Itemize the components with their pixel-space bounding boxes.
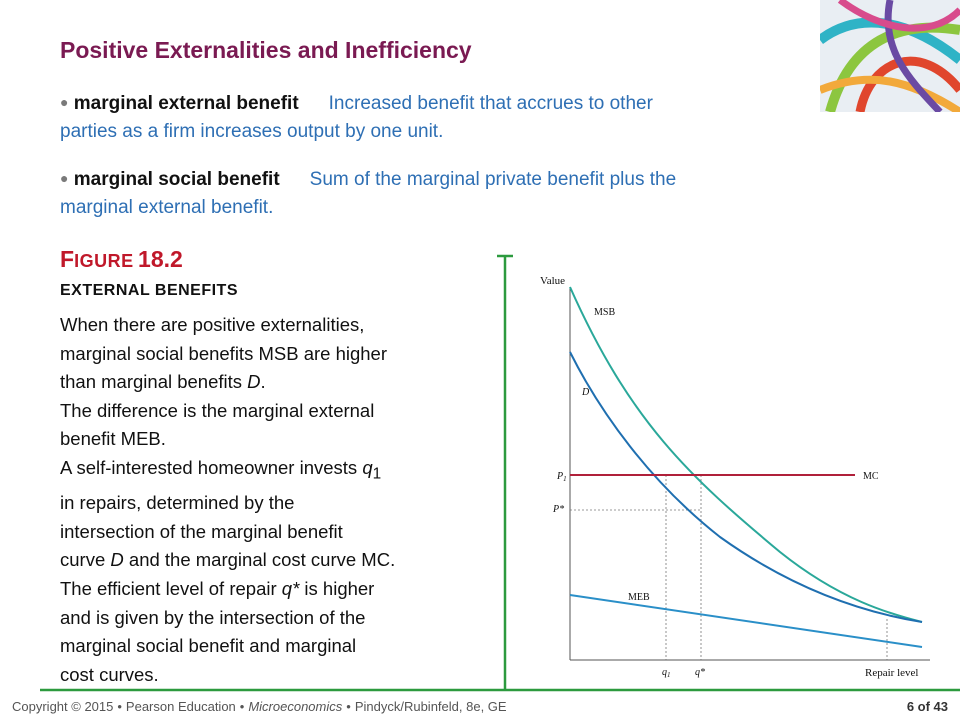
definition-marginal-external-benefit: ● marginal external benefit Increased ben…: [60, 90, 850, 146]
page-number: 6 of 43: [906, 699, 948, 714]
d-curve: [569, 351, 923, 623]
caption-paragraph: The difference is the marginal external …: [60, 399, 375, 450]
y-tick-p1: P1: [556, 471, 567, 483]
footer-copyright: Copyright © 2015 • Pearson Education • Micro…: [12, 699, 507, 714]
caption-paragraph: When there are positive externalities, m…: [60, 314, 387, 393]
caption-paragraph: The efficient level of repair q* is high…: [60, 578, 375, 685]
figure-caption: When there are positive externalities, m…: [60, 311, 500, 689]
x-axis-label: Repair level: [865, 667, 918, 679]
figure-label: FIGURE 18.2: [60, 246, 183, 272]
series-label-mc: MC: [863, 471, 879, 482]
x-tick-qstar: q*: [695, 667, 705, 678]
series-label-d: D: [581, 387, 590, 398]
slide-title: Positive Externalities and Inefficiency: [60, 37, 472, 63]
definition-text-continued: parties as a firm increases output by on…: [60, 121, 444, 142]
y-axis-label: Value: [540, 275, 565, 287]
y-tick-pstar: P*: [552, 504, 564, 515]
corner-decoration-image: [820, 0, 960, 112]
external-benefits-chart: Value Repair level MSB D MC MEB P1 P* q1…: [540, 275, 930, 679]
definition-text: Sum of the marginal private benefit plus…: [309, 169, 677, 190]
definition-marginal-social-benefit: ● marginal social benefit Sum of the marg…: [60, 166, 850, 222]
caption-paragraph: A self-interested homeowner invests q1 i…: [60, 456, 396, 571]
definition-term: marginal external benefit: [73, 93, 299, 114]
meb-curve: [569, 594, 923, 648]
series-label-msb: MSB: [594, 307, 615, 318]
series-label-meb: MEB: [628, 592, 650, 603]
definition-text-continued: marginal external benefit.: [60, 197, 274, 218]
msb-curve: [569, 286, 923, 623]
bullet-icon: ●: [60, 94, 69, 110]
bullet-icon: ●: [60, 170, 69, 186]
x-tick-q1: q1: [662, 667, 671, 679]
figure-subtitle: EXTERNAL BENEFITS: [60, 282, 238, 299]
definition-term: marginal social benefit: [73, 169, 280, 190]
definition-text: Increased benefit that accrues to other: [328, 93, 653, 114]
